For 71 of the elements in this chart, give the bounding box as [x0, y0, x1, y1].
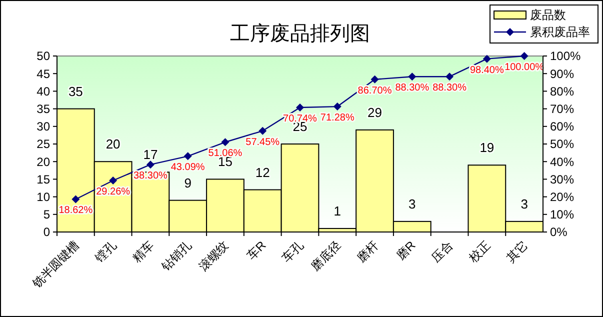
data-label: 29	[368, 104, 382, 120]
y-tick-label: 15	[36, 172, 50, 186]
y2-tick-label: 10%	[550, 208, 574, 222]
x-tick-label: 磨杆	[354, 238, 381, 266]
y-tick-label: 20	[36, 154, 50, 169]
data-label: 1	[334, 203, 341, 218]
point	[109, 176, 118, 184]
data-label: 19	[480, 140, 494, 156]
data-label: 29.26%	[96, 186, 130, 198]
chart-title: 工序废品排列图	[230, 23, 370, 45]
data-label: 98.40%	[470, 64, 504, 76]
data-label: 3	[408, 196, 416, 212]
x-tick-label: 磨底径	[308, 238, 344, 274]
y2-tick-label: 100%	[550, 49, 582, 64]
y-tick-label: 45	[36, 66, 50, 81]
y2-tick-label: 20%	[550, 190, 574, 204]
data-label: 86.70%	[358, 85, 392, 96]
y-tick-label: 35	[36, 102, 50, 116]
point	[370, 75, 379, 84]
x-tick-label: 校正	[465, 238, 494, 266]
point	[146, 160, 154, 169]
point	[221, 138, 230, 146]
y2-tick-label: 0%	[550, 225, 568, 240]
y2-tick-label: 30%	[550, 172, 574, 186]
data-label: 9	[184, 175, 192, 190]
x-tick-label: 钻销孔	[158, 238, 194, 274]
y2-tick-label: 70%	[550, 102, 574, 116]
point	[333, 102, 342, 111]
data-label: 12	[255, 164, 270, 180]
data-label: 38.30%	[134, 170, 168, 182]
y-tick-label: 40	[36, 84, 50, 98]
point	[72, 195, 80, 204]
y-tick-label: 10	[36, 190, 50, 204]
point	[296, 104, 304, 112]
legend-label: 废品数	[530, 8, 566, 22]
data-label: 57.45%	[246, 136, 280, 148]
x-tick-label: 车孔	[279, 238, 306, 266]
x-tick-label: 镗孔	[92, 238, 120, 266]
data-label: 88.30%	[395, 82, 430, 94]
y-tick-label: 0	[43, 225, 50, 240]
y-tick-label: 5	[43, 208, 50, 222]
point	[482, 54, 491, 63]
data-label: 20	[106, 136, 120, 152]
data-label: 43.09%	[170, 162, 205, 174]
x-tick-label: 精车	[130, 238, 157, 266]
y2-tick-label: 50%	[550, 137, 574, 152]
point	[408, 72, 416, 81]
y-tick-label: 50	[36, 49, 50, 64]
x-tick-label: 滚螺纹	[196, 238, 232, 274]
x-tick-label: 车R	[244, 238, 269, 263]
y2-tick-label: 90%	[550, 66, 574, 81]
x-tick-label: 磨R	[394, 238, 419, 263]
y-tick-label: 30	[36, 120, 50, 134]
y2-tick-label: 60%	[550, 120, 574, 134]
data-label: 18.62%	[58, 205, 93, 216]
data-label: 71.28%	[320, 112, 354, 124]
y-tick-label: 25	[36, 137, 50, 152]
point	[520, 52, 528, 60]
data-label: 3	[520, 196, 528, 212]
x-tick-label: 其它	[504, 238, 530, 266]
data-label: 88.30%	[432, 82, 467, 94]
data-label: 35	[68, 84, 83, 99]
point	[184, 152, 192, 160]
legend-label: 累积废品率	[530, 25, 590, 40]
point	[258, 126, 267, 135]
y2-tick-label: 40%	[550, 154, 574, 169]
data-label: 17	[143, 147, 158, 162]
x-tick-label: 铣半圆键槽	[28, 238, 82, 292]
y2-tick-label: 80%	[550, 84, 574, 98]
x-tick-label: 压合	[428, 238, 456, 266]
point	[446, 72, 454, 81]
